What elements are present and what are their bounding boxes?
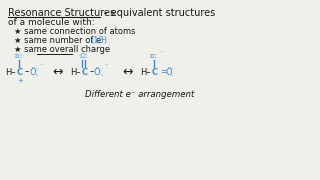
Text: Resonance Structures: Resonance Structures (8, 8, 115, 18)
Text: C: C (17, 68, 23, 76)
Text: –: – (25, 68, 29, 76)
Text: ★ same connection of atoms: ★ same connection of atoms (14, 27, 135, 36)
Text: (18): (18) (90, 36, 107, 45)
Text: ··: ·· (35, 66, 38, 71)
Text: :o:: :o: (13, 53, 22, 59)
Text: ··: ·· (100, 66, 103, 71)
Text: C: C (82, 68, 88, 76)
Text: Different e⁻ arrangement: Different e⁻ arrangement (85, 90, 194, 99)
Text: ↔: ↔ (122, 66, 132, 78)
Text: H–: H– (70, 68, 81, 76)
Text: H–: H– (140, 68, 151, 76)
Text: ⁻: ⁻ (25, 51, 28, 57)
Text: :O:: :O: (78, 53, 88, 59)
Text: of a molecule with:: of a molecule with: (8, 18, 95, 27)
Text: ↔: ↔ (52, 66, 62, 78)
Text: ··: ·· (35, 73, 38, 78)
Text: - equivalent structures: - equivalent structures (101, 8, 215, 18)
Text: ⁻: ⁻ (160, 51, 163, 57)
Text: ★ same overall charge: ★ same overall charge (14, 45, 110, 54)
Text: ★ same number of e⁻: ★ same number of e⁻ (14, 36, 111, 45)
Text: ··: ·· (170, 73, 173, 78)
Text: ⁻: ⁻ (105, 64, 108, 69)
Text: ··: ·· (170, 66, 173, 71)
Text: H–: H– (5, 68, 16, 76)
Text: Ö: Ö (165, 68, 172, 76)
Text: ⁻: ⁻ (40, 64, 43, 69)
Text: :o:: :o: (148, 53, 157, 59)
Text: +: + (17, 78, 23, 84)
Text: Ö:: Ö: (94, 68, 103, 76)
Text: Ö:: Ö: (29, 68, 38, 76)
Text: =: = (160, 68, 167, 76)
Text: C: C (152, 68, 158, 76)
Text: –: – (90, 68, 94, 76)
Text: ··: ·· (100, 73, 103, 78)
